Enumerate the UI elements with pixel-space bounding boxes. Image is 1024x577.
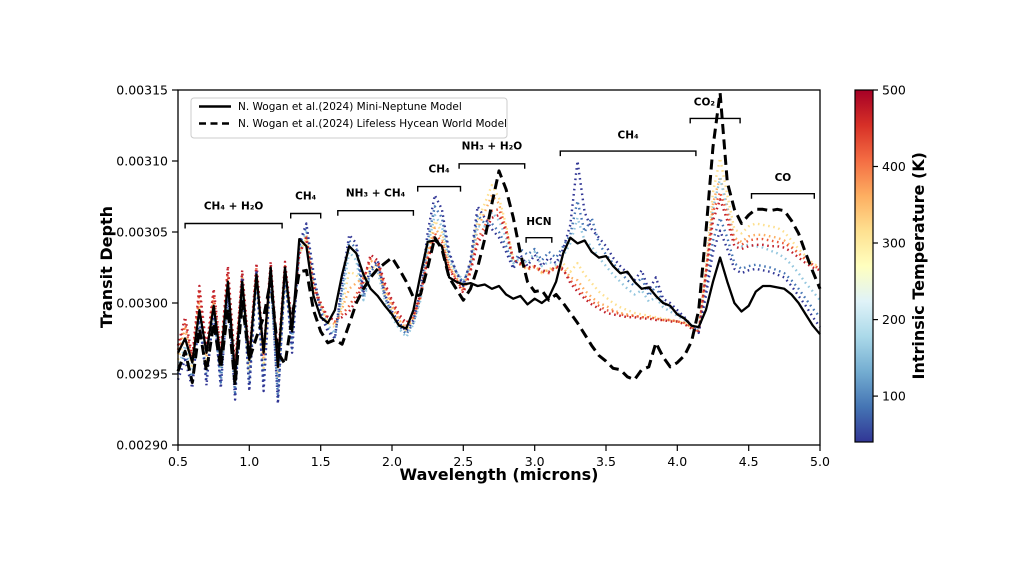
svg-text:0.00290: 0.00290 <box>116 437 168 452</box>
y-axis-title: Transit Depth <box>92 90 120 445</box>
svg-text:CO₂: CO₂ <box>694 97 716 109</box>
svg-text:CH₄: CH₄ <box>618 129 639 141</box>
x-axis-title: Wavelength (microns) <box>178 461 820 487</box>
legend-entry-1: N. Wogan et al.(2024) Lifeless Hycean Wo… <box>238 118 507 130</box>
y-axis-title-text: Transit Depth <box>96 206 116 329</box>
svg-text:400: 400 <box>882 159 906 174</box>
svg-text:NH₃ + H₂O: NH₃ + H₂O <box>462 141 523 153</box>
annotation-ch4-1p4: CH₄ <box>290 190 322 219</box>
svg-text:0.00295: 0.00295 <box>116 366 168 381</box>
svg-text:300: 300 <box>882 236 906 251</box>
svg-text:4.5: 4.5 <box>739 454 759 469</box>
svg-text:200: 200 <box>882 312 906 327</box>
series-mini-neptune-model-line <box>176 236 821 378</box>
svg-text:100: 100 <box>882 389 906 404</box>
legend: N. Wogan et al.(2024) Mini-Neptune Model… <box>190 97 508 139</box>
series-T-50K-line <box>176 159 821 405</box>
annotation-nh3-h2o: NH₃ + H₂O <box>458 141 526 169</box>
svg-text:HCN: HCN <box>526 216 551 228</box>
svg-text:2.5: 2.5 <box>453 454 473 469</box>
series-T-100K-line <box>176 199 821 400</box>
svg-text:0.5: 0.5 <box>168 454 188 469</box>
x-axis-ticks: 0.5 1.0 1.5 2.0 2.5 3.0 3.5 4.0 4.5 5.0 <box>168 445 830 469</box>
svg-text:2.0: 2.0 <box>382 454 402 469</box>
svg-text:0.00300: 0.00300 <box>116 295 168 310</box>
svg-text:1.0: 1.0 <box>239 454 259 469</box>
svg-text:5.0: 5.0 <box>810 454 830 469</box>
svg-text:0.00315: 0.00315 <box>116 82 168 97</box>
annotation-hcn: HCN <box>525 216 553 243</box>
series-T-250K-line <box>176 156 821 381</box>
annotation-nh3-ch4: NH₃ + CH₄ <box>337 188 415 216</box>
colorbar-title: Intrinsic Temperature (K) <box>901 90 935 442</box>
annotation-co2: CO₂ <box>689 97 741 124</box>
svg-text:CO: CO <box>775 172 792 184</box>
annotation-co: CO <box>750 172 815 199</box>
svg-text:CH₄ + H₂O: CH₄ + H₂O <box>204 200 264 212</box>
colorbar: 100 200 300 400 500 <box>854 83 906 443</box>
svg-text:CH₄: CH₄ <box>429 163 450 175</box>
annotation-ch4-h2o: CH₄ + H₂O <box>184 200 283 229</box>
y-axis-ticks: 0.00290 0.00295 0.00300 0.00305 0.00310 0.003… <box>116 82 178 452</box>
svg-text:CH₄: CH₄ <box>295 190 316 202</box>
series-lifeless-hycean-model-line <box>176 91 822 387</box>
annotation-ch4-2p3: CH₄ <box>417 163 462 192</box>
svg-text:3.5: 3.5 <box>596 454 616 469</box>
colorbar-title-text: Intrinsic Temperature (K) <box>908 152 928 380</box>
plot-border <box>177 89 821 446</box>
series-T-500K-line <box>176 198 821 367</box>
annotation-ch4-broad: CH₄ <box>559 129 697 157</box>
legend-entry-0: N. Wogan et al.(2024) Mini-Neptune Model <box>238 101 462 113</box>
svg-text:4.0: 4.0 <box>667 454 687 469</box>
svg-text:3.0: 3.0 <box>525 454 545 469</box>
svg-text:0.00305: 0.00305 <box>116 224 168 239</box>
svg-text:NH₃ + CH₄: NH₃ + CH₄ <box>346 188 406 200</box>
svg-text:0.00310: 0.00310 <box>116 153 168 168</box>
svg-text:500: 500 <box>882 83 906 98</box>
svg-text:1.5: 1.5 <box>311 454 331 469</box>
x-axis-title-text: Wavelength (microns) <box>399 464 599 484</box>
series-T-300K-line <box>176 175 821 376</box>
